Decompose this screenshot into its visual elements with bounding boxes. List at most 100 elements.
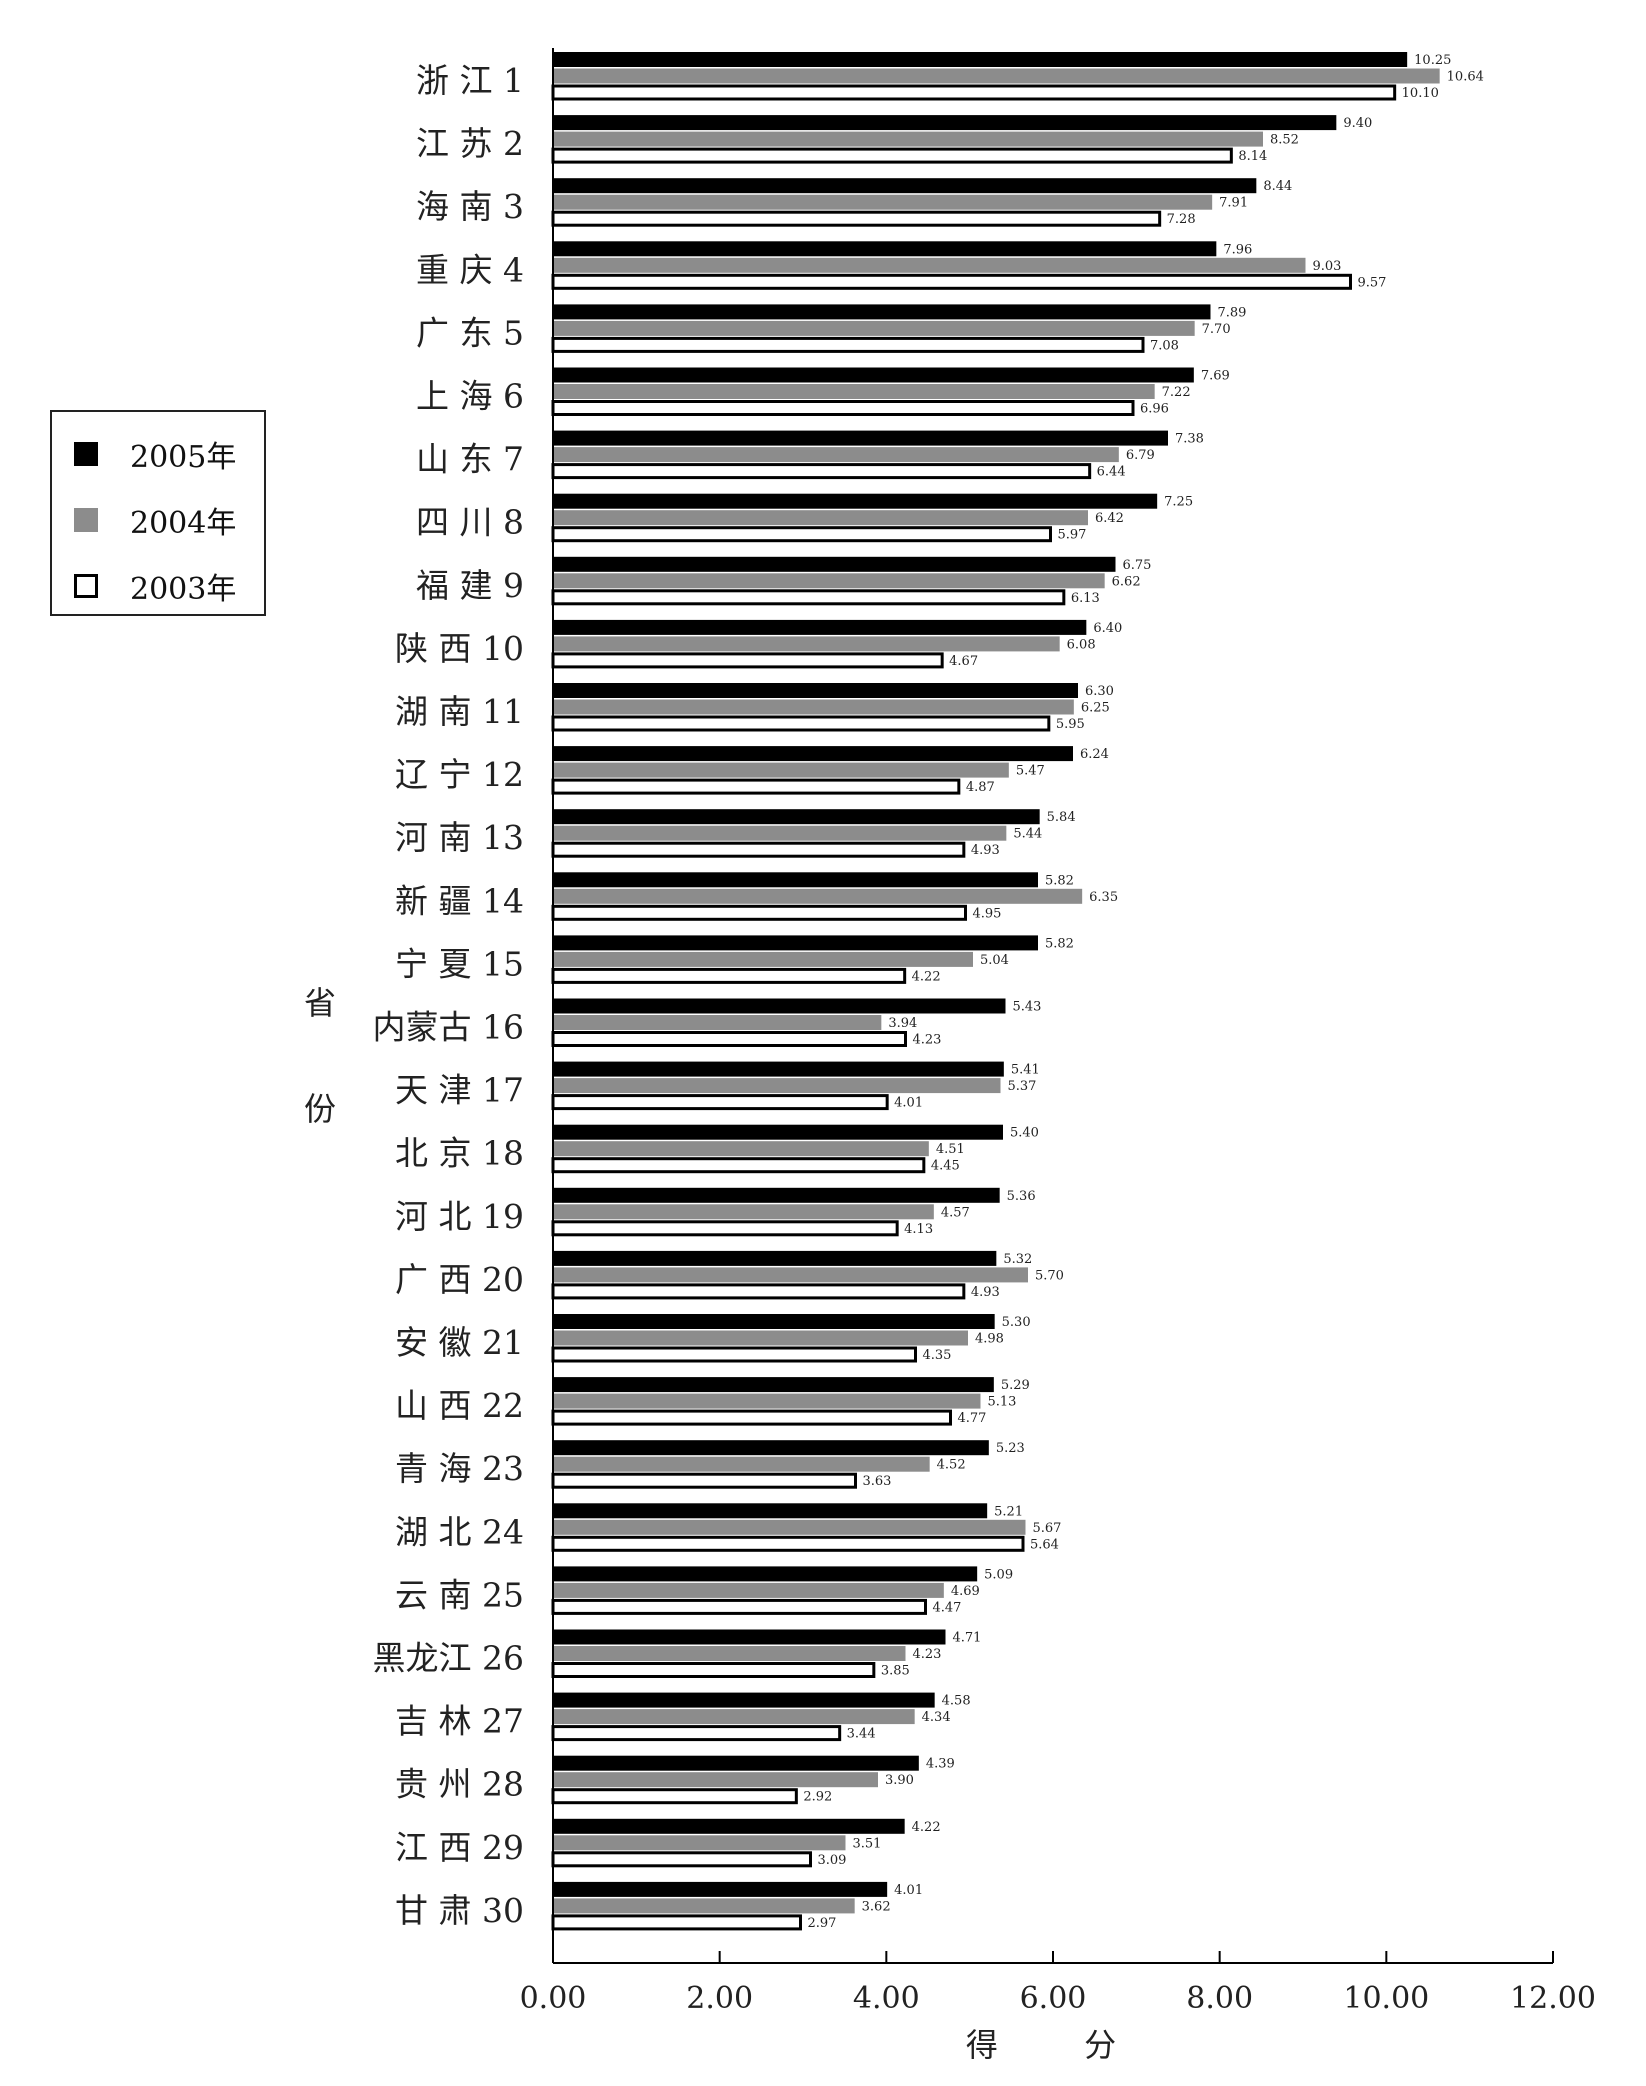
category-label: 河 南 13 [395, 818, 524, 857]
bar-2004年 [553, 510, 1088, 526]
data-label: 4.95 [973, 906, 1002, 921]
category-label: 陕 西 10 [395, 629, 524, 668]
bar-2005年 [553, 809, 1040, 825]
data-label: 3.51 [853, 1836, 882, 1851]
bar-2005年 [553, 619, 1087, 635]
data-label: 4.35 [923, 1348, 952, 1363]
data-label: 7.25 [1164, 495, 1193, 510]
bar-2004年 [553, 1835, 846, 1851]
bar-2003年 [551, 778, 961, 795]
data-label: 5.82 [1045, 936, 1074, 951]
data-label: 4.93 [971, 843, 1000, 858]
bar-2004年 [553, 1015, 882, 1030]
legend-item-2004: 2004年 [74, 500, 237, 541]
bar-2005年 [553, 52, 1408, 67]
data-label: 3.85 [881, 1664, 910, 1679]
data-label: 6.62 [1112, 574, 1141, 589]
bar-2005年 [553, 1187, 1000, 1203]
category-label: 吉 林 27 [395, 1702, 524, 1741]
bar-2004年 [553, 1267, 1028, 1283]
data-label: 5.95 [1056, 717, 1085, 732]
data-label: 5.64 [1030, 1537, 1059, 1552]
x-axis-label: 得 分 [965, 2026, 1155, 2064]
data-label: 3.94 [888, 1016, 917, 1031]
chart-legend: 2005年 2004年 2003年 [50, 410, 266, 616]
data-label: 7.69 [1201, 369, 1230, 384]
bar-2005年 [553, 1250, 997, 1266]
bar-2005年 [553, 1440, 989, 1456]
category-label: 广 东 5 [416, 313, 524, 352]
bar-2005年 [553, 935, 1038, 951]
bar-2003年 [551, 1914, 802, 1931]
x-tick-label: 8.00 [1186, 1981, 1253, 2016]
bar-2003年 [551, 1788, 798, 1805]
category-label: 云 南 25 [395, 1575, 524, 1614]
data-label: 4.69 [951, 1584, 980, 1599]
data-label: 5.09 [984, 1567, 1013, 1582]
data-label: 2.92 [803, 1790, 832, 1805]
data-label: 5.82 [1045, 873, 1074, 888]
data-label: 3.44 [847, 1727, 876, 1742]
data-label: 9.03 [1313, 259, 1342, 274]
data-label: 4.58 [942, 1694, 971, 1709]
bar-2005年 [553, 178, 1257, 194]
data-label: 9.40 [1343, 116, 1372, 131]
data-label: 5.04 [980, 953, 1009, 968]
data-label: 5.41 [1011, 1063, 1040, 1078]
bar-2004年 [553, 888, 1083, 904]
bar-2003年 [551, 1031, 907, 1047]
data-label: 7.38 [1175, 432, 1204, 447]
bar-2005年 [553, 1314, 995, 1329]
data-label: 5.40 [1010, 1126, 1039, 1141]
data-label: 4.87 [966, 780, 995, 795]
bar-2003年 [551, 273, 1352, 290]
bar-2005年 [553, 1061, 1004, 1077]
bar-2005年 [553, 1124, 1003, 1140]
data-label: 7.91 [1219, 196, 1248, 211]
data-label: 5.29 [1001, 1378, 1030, 1393]
data-label: 10.25 [1414, 53, 1451, 68]
bar-2004年 [553, 762, 1009, 778]
bar-2005年 [553, 746, 1073, 762]
data-label: 4.34 [922, 1710, 951, 1725]
bar-2003年 [551, 1283, 966, 1300]
category-label: 重 庆 4 [416, 250, 524, 289]
data-label: 5.37 [1008, 1079, 1037, 1094]
bar-2005年 [553, 1503, 988, 1519]
legend-label-2004: 2004年 [130, 506, 237, 541]
x-tick-label: 6.00 [1020, 1981, 1087, 2016]
bar-2005年 [553, 367, 1194, 383]
data-label: 4.77 [958, 1411, 987, 1426]
bar-2004年 [553, 1772, 878, 1788]
data-label: 4.98 [975, 1332, 1004, 1347]
bar-2003年 [551, 1851, 812, 1868]
data-label: 4.47 [933, 1600, 962, 1615]
data-label: 4.45 [931, 1159, 960, 1174]
data-label: 8.52 [1270, 133, 1299, 148]
legend-swatch-2003 [74, 574, 98, 598]
category-label: 湖 南 11 [395, 692, 524, 731]
bar-2004年 [553, 447, 1119, 463]
data-label: 7.22 [1162, 385, 1191, 400]
category-label: 上 海 6 [416, 377, 524, 416]
bar-2004年 [553, 320, 1195, 336]
data-label: 5.44 [1013, 827, 1042, 842]
bar-2003年 [551, 967, 907, 984]
data-label: 4.13 [904, 1222, 933, 1237]
bar-2004年 [553, 131, 1263, 147]
bar-2003年 [551, 84, 1397, 101]
bar-2005年 [553, 683, 1078, 698]
data-label: 3.62 [862, 1899, 891, 1914]
data-label: 3.09 [818, 1853, 847, 1868]
data-label: 2.97 [808, 1916, 837, 1931]
bar-2004年 [553, 1519, 1026, 1535]
bar-2004年 [553, 951, 973, 967]
data-label: 5.67 [1033, 1521, 1062, 1536]
data-label: 8.14 [1238, 149, 1267, 164]
category-label: 宁 夏 15 [395, 944, 524, 983]
bar-2004年 [553, 1898, 855, 1914]
data-label: 7.89 [1218, 305, 1247, 320]
bar-2003年 [551, 715, 1051, 732]
data-label: 10.10 [1402, 86, 1439, 101]
